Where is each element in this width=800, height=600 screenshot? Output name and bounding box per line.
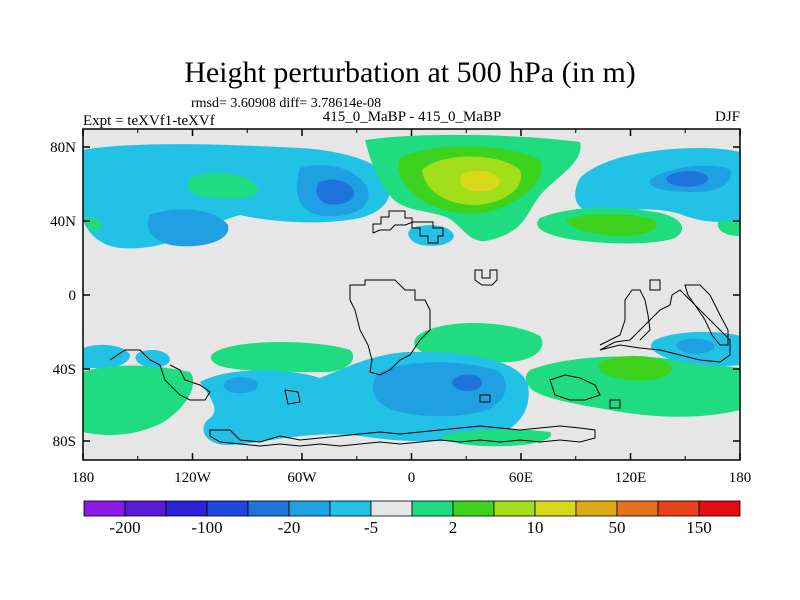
y-tick-label: 40S: [53, 362, 76, 378]
contour-sh-blue-e2: [676, 338, 715, 354]
coastline-antarctica: [209, 425, 596, 447]
colorbar-box: [83, 500, 126, 517]
contour-nh-east-blue-3: [666, 170, 708, 187]
colorbar-box: [493, 500, 536, 517]
colorbar-box: [124, 500, 167, 517]
contour-sh-blue-w3: [223, 377, 258, 394]
coastline-s-america: [109, 349, 211, 401]
x-tick-label: 120W: [174, 470, 212, 486]
contour-sh-blue-main-2: [372, 362, 506, 417]
colorbar-label: -200: [109, 518, 140, 537]
colorbar: -200 -100 -20 -5 2 10 50 150: [83, 500, 741, 537]
colorbar-label: 2: [449, 518, 458, 537]
coastline-europe: [372, 210, 444, 244]
coastline-arabia: [474, 269, 498, 286]
y-tick-label: 40N: [50, 214, 76, 230]
contour-nh-pos-4: [460, 170, 500, 192]
coastline-islands: [284, 279, 729, 409]
season-label: DJF: [715, 109, 740, 125]
chart-title: Height perturbation at 500 hPa (in m): [184, 56, 636, 89]
colorbar-box: [370, 500, 413, 517]
case-label: 415_0_MaBP - 415_0_MaBP: [323, 109, 502, 125]
colorbar-box: [165, 500, 208, 517]
coastline-australia: [599, 289, 731, 363]
contour-sh-green-africa: [414, 322, 543, 363]
stats-label: rmsd= 3.60908 diff= 3.78614e-08: [191, 96, 381, 111]
colorbar-box: [247, 500, 290, 517]
colorbar-box: [452, 500, 495, 517]
coastline-asia-e: [599, 289, 651, 346]
coastlines: [109, 210, 731, 447]
contour-sh-green-e2: [598, 355, 673, 381]
contour-sh-green-mid: [210, 342, 354, 372]
colorbar-label: -20: [278, 518, 301, 537]
y-tick-label: 80N: [50, 140, 76, 156]
contour-nh-east-green-3: [717, 220, 740, 236]
y-tick-label: 0: [69, 288, 77, 304]
coastline-indonesia: [549, 374, 601, 401]
colorbar-box: [206, 500, 249, 517]
contour-sh-green-s: [440, 429, 552, 447]
colorbar-label: -5: [364, 518, 378, 537]
contour-sh-blue-w: [83, 344, 130, 369]
colorbar-box: [329, 500, 372, 517]
colorbar-label: 50: [609, 518, 626, 537]
colorbar-label: 10: [527, 518, 544, 537]
contour-nh-blue-3: [147, 209, 229, 247]
x-axis: 180 120W 60W 0 60E 120E 180: [72, 129, 752, 486]
contour-map: [83, 129, 740, 460]
contour-nh-blue-4: [316, 179, 355, 205]
x-tick-label: 60E: [509, 470, 533, 486]
x-tick-label: 180: [729, 470, 752, 486]
contour-sh-green-e: [525, 356, 740, 417]
colorbar-label: -100: [191, 518, 222, 537]
colorbar-box: [575, 500, 618, 517]
colorbar-box: [698, 500, 741, 517]
x-tick-label: 0: [408, 470, 416, 486]
y-tick-label: 80S: [53, 434, 76, 450]
contour-sh-blue-main-3: [452, 374, 482, 392]
experiment-label: Expt = teXVf1-teXVf: [83, 113, 215, 129]
contour-nh-east-green-2: [565, 214, 657, 236]
contour-nh-green-w: [187, 173, 259, 199]
colorbar-box: [534, 500, 577, 517]
x-tick-label: 180: [72, 470, 95, 486]
x-tick-label: 120E: [615, 470, 647, 486]
contour-sh-green-w: [83, 365, 194, 435]
colorbar-box: [616, 500, 659, 517]
colorbar-box: [411, 500, 454, 517]
colorbar-box: [288, 500, 331, 517]
colorbar-label: 150: [686, 518, 712, 537]
y-axis: 80N 40N 0 40S 80S: [50, 140, 740, 450]
x-tick-label: 60W: [287, 470, 317, 486]
colorbar-box: [657, 500, 700, 517]
coastline-africa: [349, 279, 431, 376]
